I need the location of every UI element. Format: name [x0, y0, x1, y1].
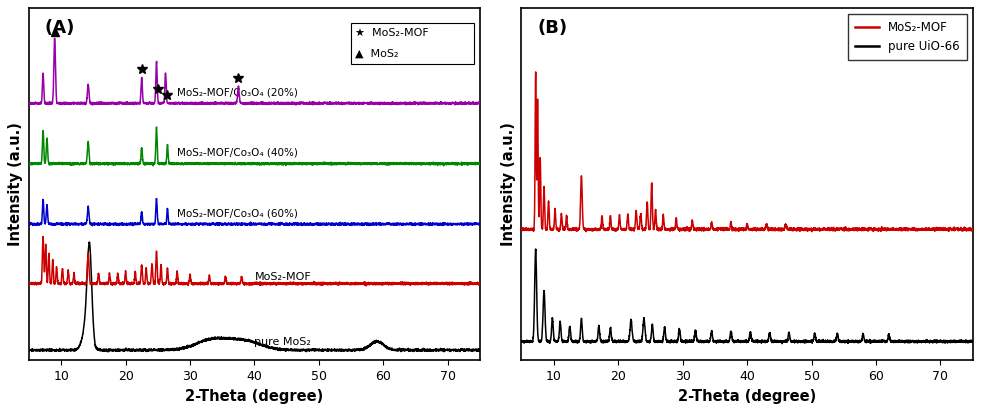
Text: ★  MoS₂-MOF: ★ MoS₂-MOF [355, 28, 429, 38]
Y-axis label: Intensity (a.u.): Intensity (a.u.) [8, 122, 24, 246]
Text: pure MoS₂: pure MoS₂ [254, 337, 311, 346]
Text: (B): (B) [538, 19, 567, 37]
Text: MoS₂-MOF/Co₃O₄ (60%): MoS₂-MOF/Co₃O₄ (60%) [178, 208, 298, 218]
X-axis label: 2-Theta (degree): 2-Theta (degree) [678, 389, 816, 404]
Text: MoS₂-MOF/Co₃O₄ (20%): MoS₂-MOF/Co₃O₄ (20%) [178, 87, 298, 97]
Y-axis label: Intensity (a.u.): Intensity (a.u.) [501, 122, 516, 246]
Text: (A): (A) [45, 19, 76, 37]
Text: MoS₂-MOF/Co₃O₄ (40%): MoS₂-MOF/Co₃O₄ (40%) [178, 147, 298, 158]
Text: ▲  MoS₂: ▲ MoS₂ [355, 49, 398, 59]
FancyBboxPatch shape [351, 23, 474, 64]
X-axis label: 2-Theta (degree): 2-Theta (degree) [185, 389, 324, 404]
Legend: MoS₂-MOF, pure UiO-66: MoS₂-MOF, pure UiO-66 [848, 14, 966, 60]
Text: MoS₂-MOF: MoS₂-MOF [254, 272, 311, 282]
